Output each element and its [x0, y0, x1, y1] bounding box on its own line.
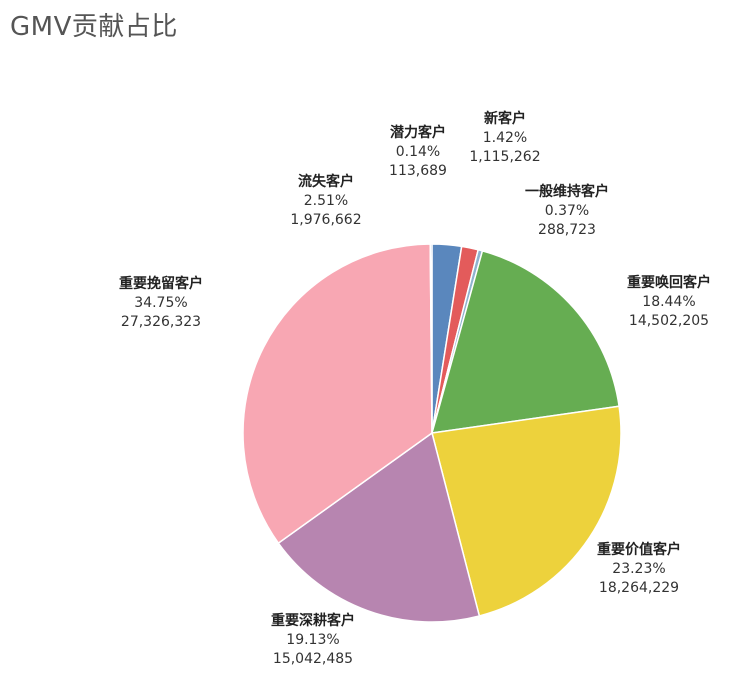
- slice-value: 1,976,662: [290, 212, 362, 228]
- chart-title: GMV贡献占比: [10, 12, 178, 42]
- slice-label-3: 重要唤回客户 18.44% 14,502,205: [627, 274, 711, 331]
- slice-label-1: 新客户 1.42% 1,115,262: [469, 110, 540, 167]
- pie-slice-6: [242, 243, 433, 545]
- slice-label-0: 潜力客户 0.14% 113,689: [389, 124, 447, 181]
- slice-percent: 23.23%: [612, 561, 666, 577]
- slice-value: 27,326,323: [120, 314, 202, 330]
- slice-value: 14,502,205: [628, 313, 710, 329]
- slice-percent: 1.42%: [482, 130, 528, 146]
- slice-label-4: 重要价值客户 23.23% 18,264,229: [597, 541, 681, 598]
- pie-slice-0: [429, 243, 433, 434]
- slice-value: 1,115,262: [469, 149, 541, 165]
- slice-name: 重要深耕客户: [271, 613, 355, 629]
- slice-name: 重要唤回客户: [627, 275, 711, 291]
- slice-value: 288,723: [538, 222, 596, 238]
- pie-slice-3: [430, 249, 620, 434]
- slice-label-5: 重要深耕客户 19.13% 15,042,485: [271, 612, 355, 669]
- slice-value: 15,042,485: [272, 651, 354, 667]
- slice-value: 18,264,229: [598, 580, 680, 596]
- slice-label-2: 一般维持客户 0.37% 288,723: [525, 183, 609, 240]
- slice-percent: 2.51%: [303, 193, 349, 209]
- slice-label-7: 流失客户 2.51% 1,976,662: [290, 173, 361, 230]
- pie-slice-5: [277, 431, 481, 623]
- slice-label-6: 重要挽留客户 34.75% 27,326,323: [119, 275, 203, 332]
- slice-percent: 18.44%: [642, 294, 696, 310]
- slice-percent: 0.37%: [544, 203, 590, 219]
- slice-value: 113,689: [389, 163, 447, 179]
- slice-name: 潜力客户: [390, 125, 446, 141]
- slice-percent: 19.13%: [286, 632, 340, 648]
- slice-percent: 34.75%: [134, 295, 188, 311]
- slice-name: 重要价值客户: [597, 542, 681, 558]
- slice-name: 一般维持客户: [525, 184, 609, 200]
- pie-slice-4: [431, 405, 622, 617]
- slice-name: 新客户: [483, 111, 526, 127]
- slice-percent: 0.14%: [395, 144, 441, 160]
- slice-name: 流失客户: [297, 174, 354, 190]
- slice-name: 重要挽留客户: [119, 276, 203, 292]
